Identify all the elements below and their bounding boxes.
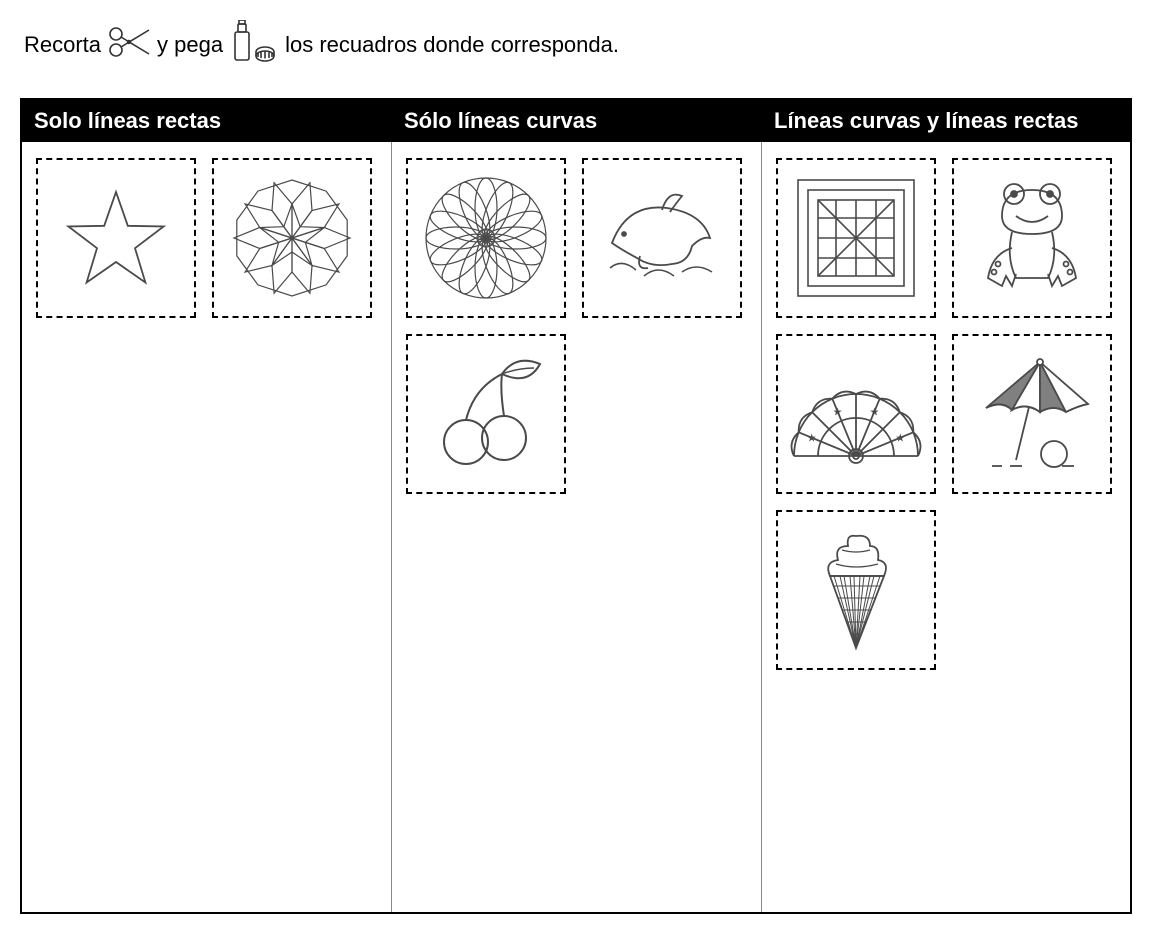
header-col2: Sólo líneas curvas	[392, 100, 762, 142]
frog-tile	[952, 158, 1112, 318]
icecream-tile	[776, 510, 936, 670]
dolphin-tile	[582, 158, 742, 318]
icecream-icon	[786, 520, 926, 660]
square-pattern-icon	[786, 168, 926, 308]
tiles-col2	[406, 158, 747, 494]
cherries-tile	[406, 334, 566, 494]
polygon-flower-icon	[222, 168, 362, 308]
column-straight	[22, 142, 392, 912]
instruction-part2: y pega	[157, 32, 223, 58]
frog-icon	[962, 168, 1102, 308]
fan-tile: ★ ★ ★ ★	[776, 334, 936, 494]
dolphin-icon	[592, 168, 732, 308]
rosette-tile	[406, 158, 566, 318]
tiles-col3: ★ ★ ★ ★	[776, 158, 1116, 670]
tiles-col1	[36, 158, 377, 318]
instruction-part1: Recorta	[24, 32, 101, 58]
rosette-icon	[416, 168, 556, 308]
polygon-flower-tile	[212, 158, 372, 318]
column-curved	[392, 142, 762, 912]
umbrella-tile	[952, 334, 1112, 494]
column-mixed: ★ ★ ★ ★	[762, 142, 1130, 912]
square-pattern-tile	[776, 158, 936, 318]
fan-icon: ★ ★ ★ ★	[786, 344, 926, 484]
umbrella-icon	[962, 344, 1102, 484]
header-col1: Solo líneas rectas	[22, 100, 392, 142]
glue-icon	[229, 20, 279, 70]
svg-text:★: ★	[833, 407, 843, 419]
scissors-icon	[107, 24, 151, 66]
body-row: ★ ★ ★ ★	[22, 142, 1130, 912]
svg-text:★: ★	[895, 433, 905, 445]
cherries-icon	[416, 344, 556, 484]
star-icon	[46, 168, 186, 308]
svg-text:★: ★	[807, 433, 817, 445]
instruction-part3: los recuadros donde corresponda.	[285, 32, 619, 58]
header-col3: Líneas curvas y líneas rectas	[762, 100, 1130, 142]
svg-text:★: ★	[869, 407, 879, 419]
worksheet-table: Solo líneas rectas Sólo líneas curvas Lí…	[20, 98, 1132, 914]
star-tile	[36, 158, 196, 318]
instruction-line: Recorta y pega	[20, 20, 1132, 70]
header-row: Solo líneas rectas Sólo líneas curvas Lí…	[22, 100, 1130, 142]
